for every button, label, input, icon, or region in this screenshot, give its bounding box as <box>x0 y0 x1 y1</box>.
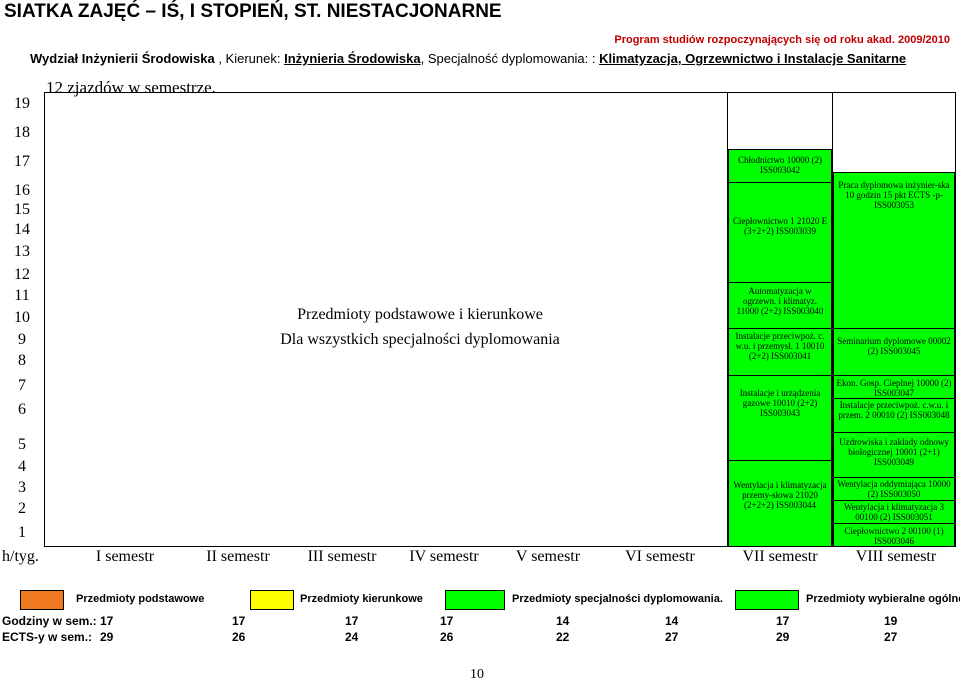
center-text-line-2: Dla wszystkich specjalności dyplomowania <box>280 331 560 348</box>
sem7-cell-2: Ciepłownictwo 1 21020 E (3+2+2) ISS00303… <box>732 216 828 236</box>
ects-value: 22 <box>556 630 570 644</box>
row-label: 6 <box>18 401 26 418</box>
sem7-cell-1: Chłodnictwo 10000 (2) ISS003042 <box>738 155 822 175</box>
sem7-left-border <box>727 92 728 547</box>
ects-value: 29 <box>100 630 114 644</box>
sem8-column <box>833 172 955 547</box>
department-sep-1: , Kierunek: <box>214 51 285 66</box>
hours-per-semester-label: Godziny w sem.: <box>2 614 97 628</box>
sem7-cell-6: Wentylacja i klimatyzacja przemy-słowa 2… <box>733 480 827 510</box>
sem8-divider <box>833 432 955 433</box>
sem8-divider <box>833 477 955 478</box>
sem8-divider <box>833 375 955 376</box>
sem8-divider <box>833 523 955 524</box>
sem7-cell-4: Instalacje przeciwpoż. c. w.u. i przemys… <box>735 331 825 361</box>
ects-value: 27 <box>665 630 679 644</box>
hours-value: 17 <box>232 614 246 628</box>
row-label: 14 <box>14 221 30 238</box>
row-label: 8 <box>18 352 26 369</box>
sem7-divider <box>728 182 832 183</box>
hours-value: 19 <box>884 614 898 628</box>
sem7-divider <box>728 460 832 461</box>
hours-value: 14 <box>665 614 679 628</box>
semester-header: VII semestr <box>742 548 818 565</box>
department-sep-2: , Specjalność dyplomowania: : <box>420 51 600 66</box>
semester-header: V semestr <box>515 548 581 565</box>
sem7-divider <box>728 282 832 283</box>
legend-label-elective: Przedmioty wybieralne ogólne <box>806 593 960 605</box>
semester-header: VIII semestr <box>855 548 937 565</box>
ects-value: 27 <box>884 630 898 644</box>
center-text-line-1: Przedmioty podstawowe i kierunkowe <box>297 306 543 323</box>
row-label: 3 <box>18 479 26 496</box>
ects-per-semester-label: ECTS-y w sem.: <box>2 630 93 644</box>
ects-value: 26 <box>440 630 454 644</box>
sem8-divider <box>833 398 955 399</box>
sem7-divider <box>728 328 832 329</box>
schedule-grid <box>44 92 956 547</box>
sem8-cell-7: Wentylacja i klimatyzacja 3 00100 (2) IS… <box>844 502 944 522</box>
sem8-divider <box>833 328 955 329</box>
hours-value: 17 <box>345 614 359 628</box>
legend-swatch-directional <box>250 590 294 610</box>
page-number: 10 <box>470 667 484 682</box>
sem7-right-border <box>832 92 833 547</box>
sem8-cell-3: Ekon. Gosp. Cieplnej 10000 (2) ISS003047 <box>836 378 952 398</box>
program-note: Program studiów rozpoczynających się od … <box>614 34 950 46</box>
sem8-cell-5: Uzdrowiska i zakłady odnowy biologicznej… <box>839 437 949 467</box>
sem7-divider <box>728 375 832 376</box>
hours-per-week-label: h/tyg. <box>2 548 39 565</box>
semester-header: II semestr <box>206 548 270 565</box>
row-label: 5 <box>18 436 26 453</box>
ects-value: 29 <box>776 630 790 644</box>
row-label: 16 <box>14 182 30 199</box>
row-label: 11 <box>14 287 30 304</box>
row-label: 13 <box>14 243 30 260</box>
sem7-column <box>728 149 832 547</box>
department-name: Wydział Inżynierii Środowiska <box>30 51 215 66</box>
page-title: SIATKA ZAJĘĆ – IŚ, I STOPIEŃ, ST. NIESTA… <box>4 1 502 22</box>
sem8-cell-4: Instalacje przeciwpoż. c.w.u. i przem. 2… <box>838 400 950 420</box>
sem7-cell-3: Automatyzacja w ogrzewn. i klimatyz. 110… <box>736 286 824 316</box>
row-label: 4 <box>18 458 26 475</box>
ects-value: 26 <box>232 630 246 644</box>
semester-header: III semestr <box>307 548 377 565</box>
semester-header: IV semestr <box>409 548 479 565</box>
legend-label-specialization: Przedmioty specjalności dyplomowania. <box>512 593 723 605</box>
hours-value: 17 <box>440 614 454 628</box>
legend-swatch-elective <box>735 590 799 610</box>
semester-header: I semestr <box>95 548 155 565</box>
sem7-cell-5: Instalacje i urządzenia gazowe 10010 (2+… <box>739 388 821 418</box>
hours-value: 17 <box>100 614 114 628</box>
sem8-cell-8: Ciepłownictwo 2 00100 (1) ISS003046 <box>844 526 944 546</box>
row-label: 1 <box>18 524 26 541</box>
row-label: 12 <box>14 266 30 283</box>
hours-value: 14 <box>556 614 570 628</box>
row-label: 17 <box>14 153 30 170</box>
row-label: 15 <box>14 201 30 218</box>
sem8-cell-2: Seminarium dyplomowe 00002 (2) ISS003045 <box>837 336 951 356</box>
specialization-name: Klimatyzacja, Ogrzewnictwo i Instalacje … <box>599 51 907 66</box>
sem8-divider <box>833 500 955 501</box>
sem8-cell-6: Wentylacja oddymiająca 10000 (2) ISS0030… <box>837 479 951 499</box>
department-line: Wydział Inżynierii Środowiska , Kierunek… <box>30 51 906 66</box>
legend-swatch-basic <box>20 590 64 610</box>
hours-value: 17 <box>776 614 790 628</box>
legend-label-directional: Przedmioty kierunkowe <box>300 593 423 605</box>
sem8-cell-1: Praca dyplomowa inżynier-ska 10 godzin 1… <box>838 180 950 210</box>
legend-label-basic: Przedmioty podstawowe <box>76 593 205 605</box>
legend-swatch-specialization <box>445 590 505 610</box>
row-label: 10 <box>14 309 30 326</box>
row-label: 9 <box>18 331 26 348</box>
ects-value: 24 <box>345 630 359 644</box>
row-label: 18 <box>14 124 30 141</box>
field-name: Inżynieria Środowiska <box>284 51 421 66</box>
semester-header: VI semestr <box>625 548 695 565</box>
row-label: 7 <box>18 377 26 394</box>
row-label: 19 <box>14 95 30 112</box>
row-label: 2 <box>18 500 26 517</box>
